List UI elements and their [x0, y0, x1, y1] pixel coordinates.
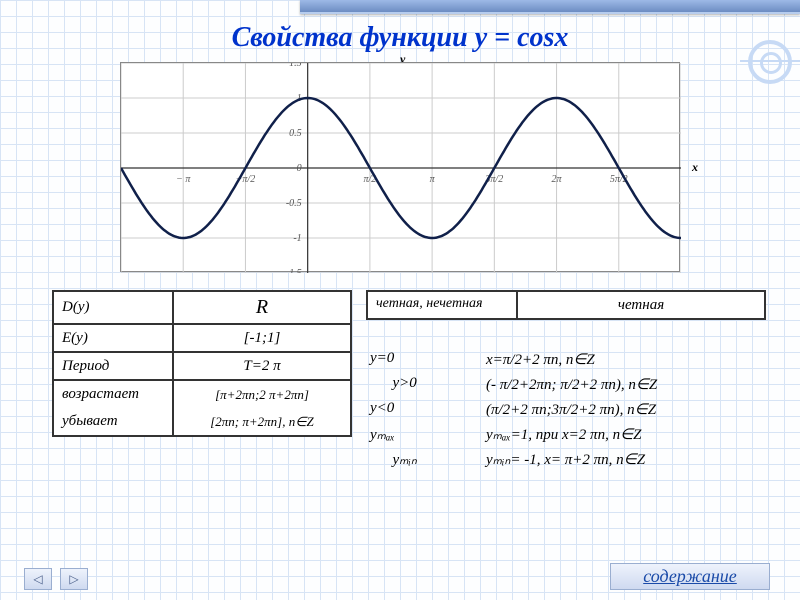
y0-value: x=π/2+2 πn, n∈Z — [486, 350, 766, 369]
top-strip — [300, 0, 800, 14]
svg-text:π: π — [430, 174, 436, 185]
svg-text:− π: − π — [176, 174, 191, 185]
ey-value: [-1;1] — [173, 324, 351, 352]
svg-text:0.5: 0.5 — [289, 128, 302, 139]
ymin-label: yₘᵢₙ — [366, 450, 486, 469]
increasing-value: [π+2πn;2 π+2πn] — [173, 380, 351, 408]
parity-label: четная, нечетная — [367, 291, 517, 319]
chevron-left-icon: ◁ — [33, 572, 42, 587]
y0-label: y=0 — [366, 350, 486, 369]
contents-link[interactable]: содержание — [610, 563, 770, 590]
nav-buttons: ◁ ▷ — [24, 568, 88, 590]
next-button[interactable]: ▷ — [60, 568, 88, 590]
decreasing-value: [2πn; π+2πn], n∈Z — [173, 408, 351, 436]
cosine-chart: -1.5-1-0.500.511.5− π−π/2π/2π3π/22π5π/2 — [120, 62, 680, 272]
x-axis-label: x — [692, 160, 698, 175]
properties-table-left: D(y) R E(y) [-1;1] Период T=2 π возраста… — [52, 290, 352, 437]
ygt0-value: (- π/2+2πn; π/2+2 πn), n∈Z — [486, 375, 766, 394]
svg-text:-0.5: -0.5 — [286, 198, 302, 209]
svg-text:-1.5: -1.5 — [286, 268, 302, 273]
dy-value: R — [173, 291, 351, 324]
page-title: Свойства функции y = cosx — [0, 22, 800, 54]
ey-label: E(y) — [53, 324, 173, 352]
ymax-label: yₘₐₓ — [366, 425, 486, 444]
ymax-value: yₘₐₓ=1, при x=2 πn, n∈Z — [486, 425, 766, 444]
period-value: T=2 π — [173, 352, 351, 380]
ygt0-label: y>0 — [366, 375, 486, 394]
svg-text:0: 0 — [297, 163, 302, 174]
ylt0-label: y<0 — [366, 400, 486, 419]
dy-label: D(y) — [53, 291, 173, 324]
prev-button[interactable]: ◁ — [24, 568, 52, 590]
svg-text:2π: 2π — [552, 174, 563, 185]
corner-line — [740, 60, 800, 62]
period-label: Период — [53, 352, 173, 380]
ymin-value: yₘᵢₙ= -1, x= π+2 πn, n∈Z — [486, 450, 766, 469]
chevron-right-icon: ▷ — [69, 572, 78, 587]
parity-table: четная, нечетная четная — [366, 290, 766, 320]
parity-value: четная — [517, 291, 765, 319]
svg-text:-1: -1 — [293, 233, 301, 244]
properties-right: y=0x=π/2+2 πn, n∈Z y>0(- π/2+2πn; π/2+2 … — [366, 350, 766, 475]
svg-text:1.5: 1.5 — [289, 63, 302, 69]
increasing-label: возрастает — [53, 380, 173, 408]
ylt0-value: (π/2+2 πn;3π/2+2 πn), n∈Z — [486, 400, 766, 419]
decreasing-label: убывает — [53, 408, 173, 436]
